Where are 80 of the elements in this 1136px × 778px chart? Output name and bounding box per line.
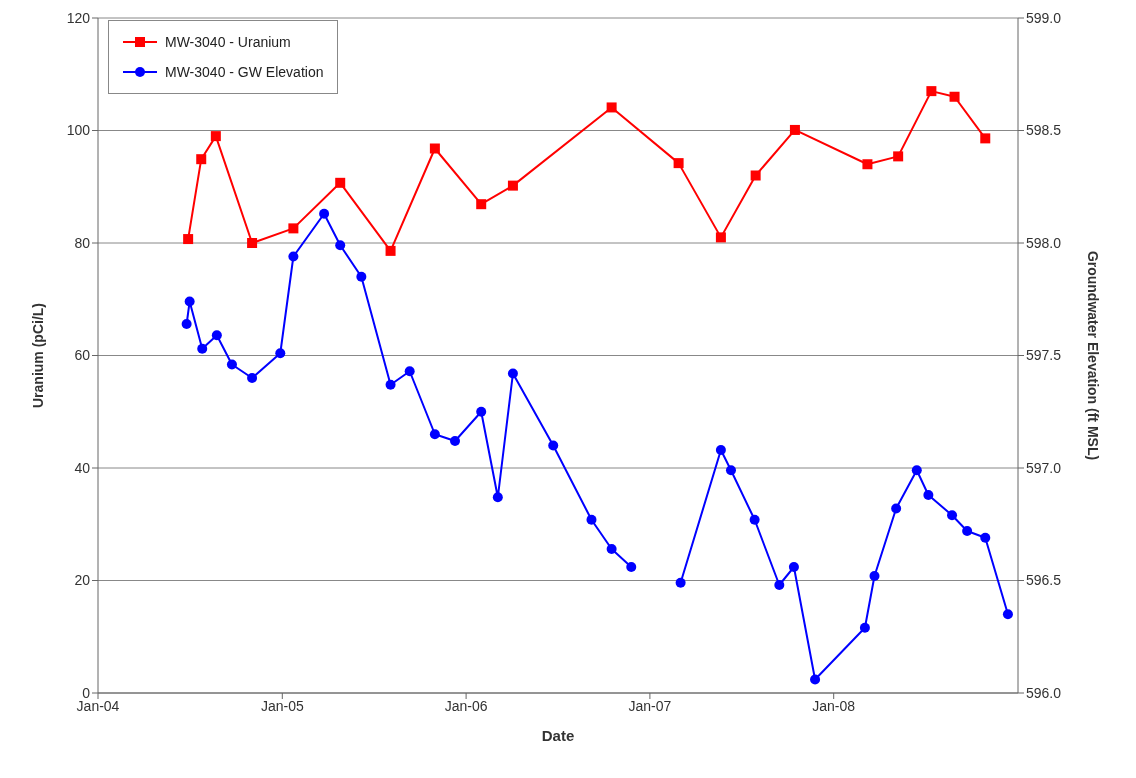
y-tick-label: 60 [74, 347, 91, 364]
y-tick-label: 100 [66, 122, 91, 139]
point [226, 359, 237, 370]
point [788, 562, 799, 572]
point [450, 436, 461, 446]
y-axis-title: Uranium (pCi/L) [29, 303, 46, 408]
point [548, 440, 559, 451]
point [980, 133, 991, 144]
point [385, 245, 396, 256]
point [725, 465, 736, 476]
point [715, 445, 726, 455]
y2-tick-label: 596.0 [1026, 684, 1062, 701]
y-tick-label: 40 [74, 459, 91, 476]
point [893, 151, 904, 162]
x-tick-label: Jan-08 [812, 697, 856, 714]
point [606, 102, 617, 113]
point [507, 180, 518, 191]
point [429, 429, 440, 440]
point [404, 366, 415, 377]
point [891, 503, 902, 514]
point [810, 674, 821, 685]
x-axis-title: Date [541, 727, 575, 744]
point [774, 580, 785, 590]
point [862, 159, 873, 170]
x-tick-label: Jan-06 [444, 697, 488, 714]
point [673, 158, 684, 169]
y-tick-label: 120 [66, 9, 91, 26]
point [923, 490, 934, 500]
point [926, 86, 937, 97]
point [675, 577, 686, 588]
legend-label: MW-3040 - Uranium [165, 33, 291, 52]
point [492, 492, 503, 503]
y2-tick-label: 596.5 [1026, 572, 1062, 589]
point [211, 330, 222, 341]
point [247, 373, 258, 383]
point [947, 510, 958, 521]
point [288, 223, 299, 234]
point [247, 238, 258, 248]
y-tick-label: 80 [74, 234, 91, 251]
legend-label: MW-3040 - GW Elevation [165, 63, 324, 82]
point [335, 177, 346, 188]
point [869, 571, 880, 581]
point [749, 514, 760, 525]
x-tick-label: Jan-05 [260, 697, 304, 714]
point [962, 526, 973, 536]
point [476, 199, 487, 210]
point [789, 124, 800, 135]
x-tick-label: Jan-07 [628, 697, 672, 714]
point [429, 143, 440, 154]
point [184, 296, 195, 307]
point [1002, 609, 1013, 620]
point [356, 271, 367, 282]
point [606, 544, 617, 554]
point [949, 91, 960, 102]
point [859, 622, 870, 633]
point [476, 406, 487, 417]
point [385, 379, 396, 390]
point [210, 131, 221, 142]
point [197, 343, 208, 354]
point [196, 154, 207, 165]
point [275, 348, 286, 359]
point [586, 514, 597, 525]
y2-tick-label: 598.0 [1026, 234, 1062, 251]
point [335, 240, 346, 251]
point [750, 170, 761, 181]
y-tick-label: 20 [74, 572, 91, 589]
y2-tick-label: 599.0 [1026, 9, 1062, 26]
point [319, 208, 330, 219]
point [181, 319, 192, 329]
point [626, 562, 637, 572]
point [183, 234, 194, 245]
point [980, 532, 991, 543]
point [911, 465, 922, 476]
y2-tick-label: 597.5 [1026, 347, 1062, 364]
point [288, 251, 299, 262]
point [715, 232, 726, 243]
y2-axis-title: Groundwater Elevation (ft MSL) [1085, 250, 1102, 461]
point [507, 368, 518, 379]
y2-tick-label: 597.0 [1026, 459, 1062, 476]
y2-tick-label: 598.5 [1026, 122, 1062, 139]
